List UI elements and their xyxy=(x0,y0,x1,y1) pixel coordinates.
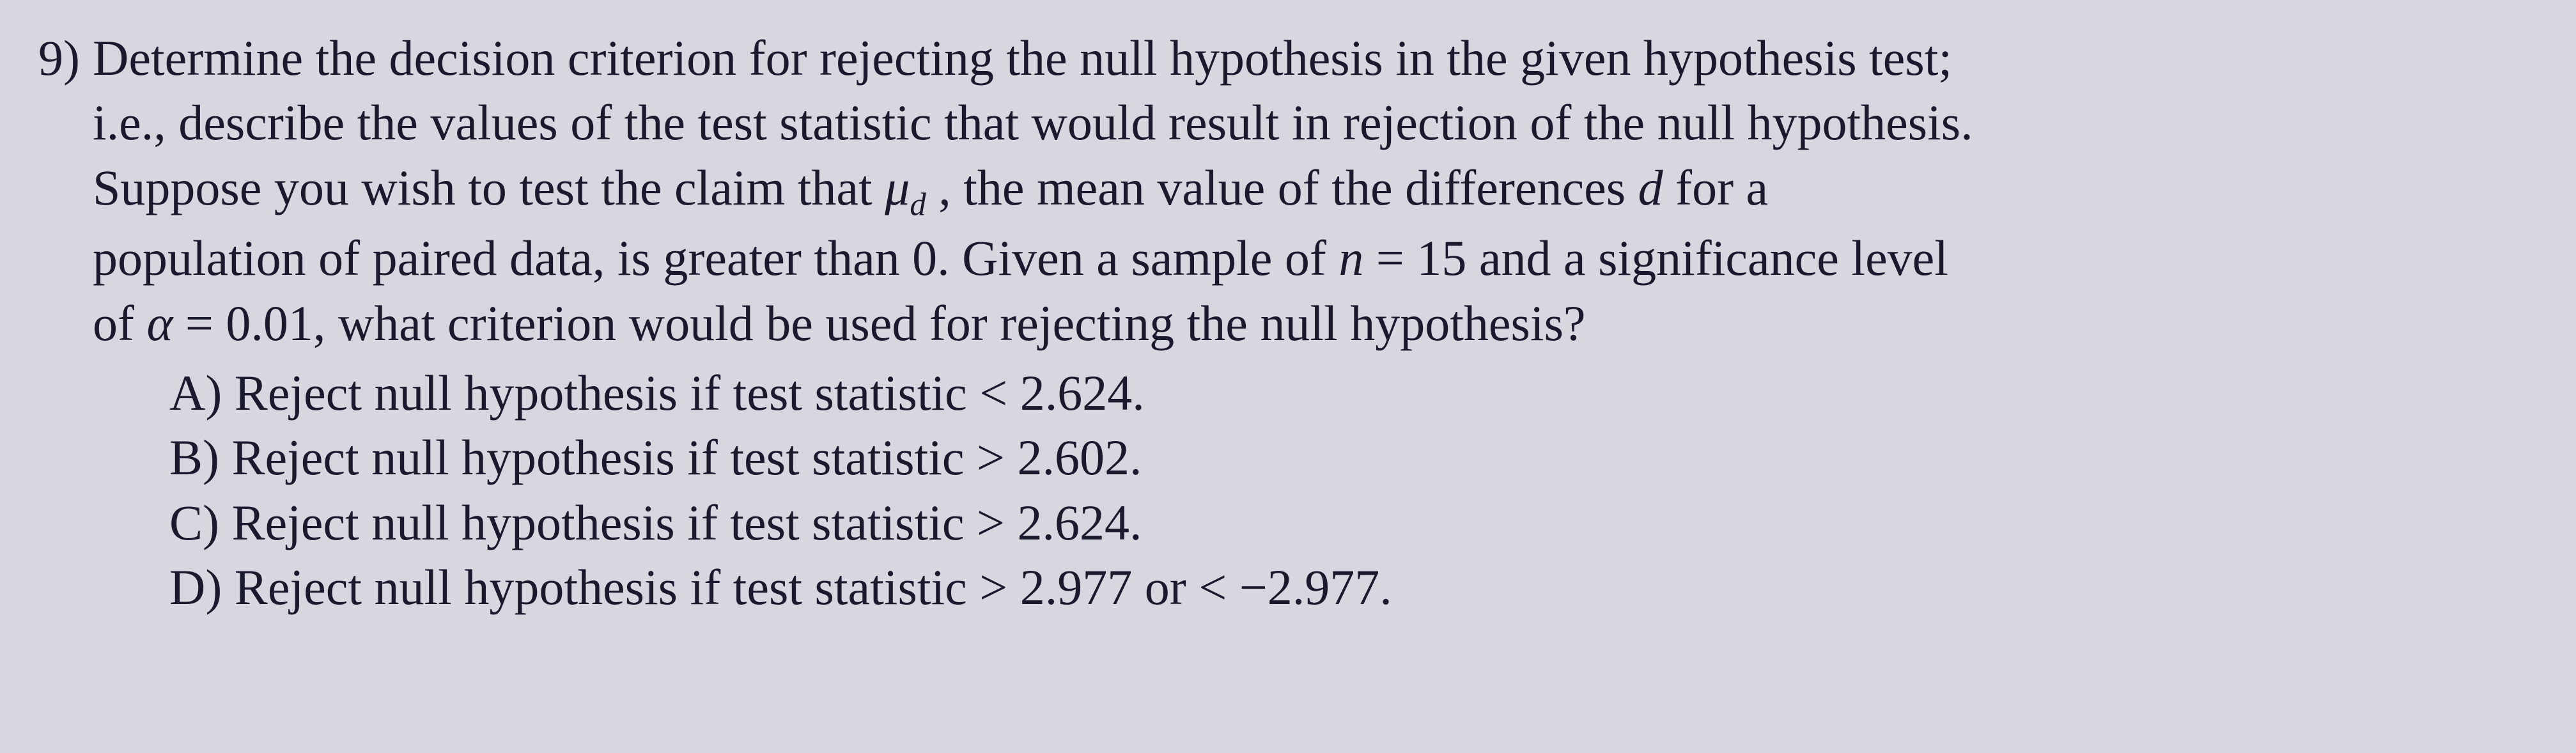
line3-text-3: for a xyxy=(1663,160,1769,215)
line3-text-1: Suppose you wish to test the claim that xyxy=(93,160,885,215)
question-container: 9) Determine the decision criterion for … xyxy=(38,26,2538,620)
alpha-symbol: α xyxy=(146,295,173,351)
options-container: A) Reject null hypothesis if test statis… xyxy=(169,361,2538,620)
question-line-1: Determine the decision criterion for rej… xyxy=(93,26,2538,90)
line3-text-2: , the mean value of the differences xyxy=(926,160,1638,215)
line4-text-2: = 15 and a significance level xyxy=(1363,230,1948,286)
question-line-5: of α = 0.01, what criterion would be use… xyxy=(93,291,2538,355)
question-line-4: population of paired data, is greater th… xyxy=(93,226,2538,290)
question-line-3: Suppose you wish to test the claim that … xyxy=(93,155,2538,226)
question-line-2: i.e., describe the values of the test st… xyxy=(93,90,2538,155)
italic-d: d xyxy=(1638,160,1663,215)
option-c: C) Reject null hypothesis if test statis… xyxy=(169,490,2538,555)
question-number: 9) xyxy=(38,26,80,90)
option-b: B) Reject null hypothesis if test statis… xyxy=(169,425,2538,490)
line5-text-1: of xyxy=(93,295,146,351)
option-a: A) Reject null hypothesis if test statis… xyxy=(169,361,2538,425)
mu-symbol: μ xyxy=(885,160,910,215)
option-d: D) Reject null hypothesis if test statis… xyxy=(169,555,2538,619)
line4-text-1: population of paired data, is greater th… xyxy=(93,230,1338,286)
question-content: Determine the decision criterion for rej… xyxy=(93,26,2538,620)
italic-n: n xyxy=(1338,230,1363,286)
line5-text-2: = 0.01, what criterion would be used for… xyxy=(173,295,1585,351)
mu-subscript-d: d xyxy=(910,186,926,222)
